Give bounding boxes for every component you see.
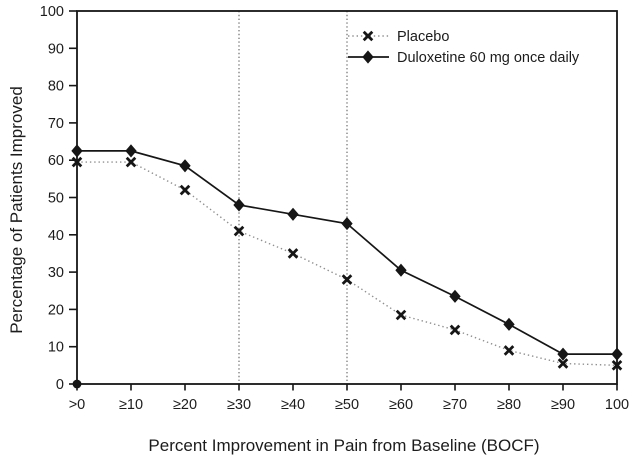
x-axis-tick-label: ≥60 [389,397,413,413]
legend-label: Duloxetine 60 mg once daily [397,50,580,66]
x-marker [287,248,299,259]
y-axis-tick-label: 50 [48,191,64,207]
x-axis-tick-label: ≥30 [227,397,251,413]
diamond-marker [179,159,191,173]
x-marker [611,360,623,371]
x-marker [125,156,137,168]
y-axis-tick-label: 30 [48,265,64,281]
legend-item-placebo: Placebo [348,29,449,45]
diamond-marker [287,207,299,221]
x-marker [233,225,245,237]
x-axis-tick-label: ≥40 [281,397,305,413]
x-marker [557,358,569,369]
series-markers-duloxetine [71,144,623,361]
y-axis-tick-label: 40 [48,228,64,244]
x-marker [362,30,374,42]
diamond-marker [503,317,515,331]
diamond-marker [233,198,245,212]
x-axis-tick-label: ≥50 [335,397,359,413]
diamond-marker [125,144,137,158]
x-axis-tick-label: ≥10 [119,397,143,413]
x-axis-tick-label: ≥80 [497,397,521,413]
legend: Placebo Duloxetine 60 mg once daily [348,29,580,66]
y-axis-tick-label: 100 [40,4,64,20]
y-axis-title: Percentage of Patients Improved [7,86,26,334]
y-axis-tick-label: 80 [48,79,64,95]
x-axis-tick-label: >0 [69,397,86,413]
diamond-marker [341,217,353,231]
diamond-marker [611,347,623,361]
diamond-marker [395,263,407,277]
x-axis-tick-label: ≥90 [551,397,575,413]
x-marker [449,324,461,336]
legend-label: Placebo [397,29,449,45]
y-axis-tick-label: 10 [48,340,64,356]
x-axis-tick-label: 100 [605,397,629,413]
x-marker [503,345,515,356]
y-axis-tick-label: 20 [48,302,64,318]
x-marker [341,274,353,285]
diamond-marker [362,50,374,64]
y-axis-tick-label: 70 [48,116,64,132]
x-marker [179,184,191,196]
x-marker [395,309,407,321]
diamond-marker [557,347,569,361]
y-axis-tick-label: 60 [48,153,64,169]
diamond-marker [71,144,83,158]
origin-point [72,379,82,389]
x-axis-title: Percent Improvement in Pain from Baselin… [148,436,539,455]
series-markers-placebo [71,156,623,371]
x-marker [71,156,83,168]
y-axis-tick-label: 90 [48,41,64,57]
diamond-marker [449,289,461,303]
x-axis-tick-label: ≥70 [443,397,467,413]
legend-item-duloxetine: Duloxetine 60 mg once daily [348,50,580,66]
x-axis-tick-label: ≥20 [173,397,197,413]
y-axis-tick-label: 0 [56,377,64,393]
